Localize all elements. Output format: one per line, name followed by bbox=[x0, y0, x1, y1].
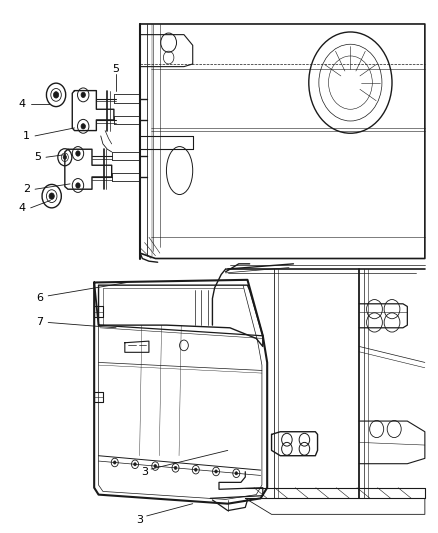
Circle shape bbox=[81, 92, 85, 98]
Circle shape bbox=[174, 466, 177, 470]
Circle shape bbox=[235, 472, 237, 475]
Circle shape bbox=[63, 155, 67, 159]
Circle shape bbox=[76, 151, 80, 156]
Text: 7: 7 bbox=[36, 318, 43, 327]
Circle shape bbox=[134, 463, 136, 466]
Circle shape bbox=[194, 468, 197, 471]
Text: 5: 5 bbox=[34, 152, 41, 162]
Text: 3: 3 bbox=[141, 467, 148, 477]
Text: 4: 4 bbox=[18, 203, 25, 213]
Circle shape bbox=[154, 464, 157, 467]
Circle shape bbox=[53, 92, 59, 98]
Text: 2: 2 bbox=[23, 184, 30, 194]
Circle shape bbox=[113, 461, 116, 464]
Text: 5: 5 bbox=[113, 64, 120, 74]
Text: 6: 6 bbox=[36, 294, 43, 303]
Text: 4: 4 bbox=[18, 99, 25, 109]
Circle shape bbox=[215, 470, 217, 473]
Circle shape bbox=[81, 124, 85, 129]
Circle shape bbox=[49, 193, 54, 199]
Circle shape bbox=[76, 183, 80, 188]
Text: 1: 1 bbox=[23, 131, 30, 141]
Text: 3: 3 bbox=[137, 515, 144, 524]
